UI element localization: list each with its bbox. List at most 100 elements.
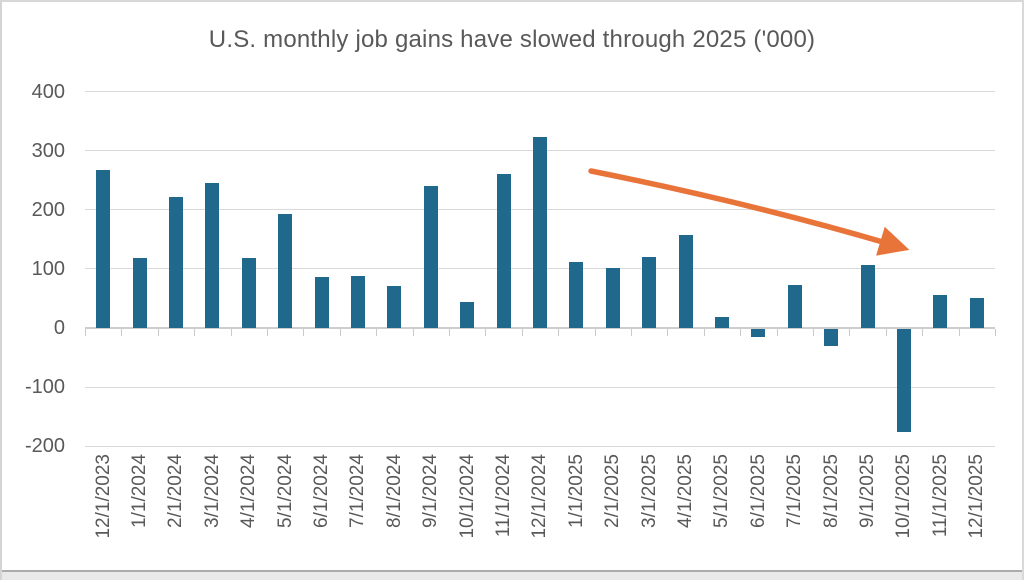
x-axis-label-11/1/2025: 11/1/2025 [922,454,958,537]
bar-9/1/2025 [860,264,875,328]
page-bottom-divider [2,570,1022,580]
gridline-400 [85,91,995,93]
x-axis-label-text: 12/1/2023 [92,454,114,539]
axis-tick [194,329,196,336]
x-axis-label-text: 6/1/2024 [311,454,333,528]
bar-5/1/2025 [715,316,729,328]
x-axis-label-5/1/2024: 5/1/2024 [267,454,303,528]
axis-tick [121,329,123,336]
axis-tick [958,329,960,336]
gridline-0 [85,327,995,329]
x-axis-label-text: 12/1/2024 [529,454,551,539]
x-axis-label-text: 9/1/2025 [857,454,879,528]
axis-tick [703,329,705,336]
x-axis-label-text: 11/1/2025 [929,454,951,538]
chart-title: U.S. monthly job gains have slowed throu… [208,26,816,53]
x-axis-label-text: 2/1/2025 [602,454,624,528]
axis-tick [995,329,996,336]
x-axis-label-text: 10/1/2024 [456,454,478,539]
axis-tick [449,329,450,336]
axis-tick [667,329,669,336]
x-axis-label-text: 1/1/2025 [565,454,587,528]
x-axis-label-12/1/2023: 12/1/2023 [85,454,121,539]
y-axis-label-0: 0 [53,317,65,339]
axis-tick [558,329,560,336]
x-axis-label-9/1/2024: 9/1/2024 [413,454,449,528]
axis-tick [776,329,778,336]
bar-11/1/2025 [933,294,948,328]
bar-5/1/2024 [278,213,293,328]
bar-9/1/2024 [423,186,438,328]
axis-tick [521,329,523,336]
bar-6/1/2025 [751,329,766,337]
y-axis-label-100: 100 [31,257,65,280]
y-axis-label--200: -200 [24,435,65,458]
x-axis-label-3/1/2024: 3/1/2024 [194,454,230,528]
axis-tick [303,329,305,336]
x-axis-label-text: 12/1/2025 [966,454,988,539]
bar-1/1/2025 [569,262,584,328]
y-axis-label-300: 300 [31,139,65,162]
x-axis-label-8/1/2024: 8/1/2024 [376,454,412,528]
bar-12/1/2024 [533,137,547,328]
x-axis-label-text: 4/1/2024 [238,454,260,528]
x-axis-label-3/1/2025: 3/1/2025 [631,454,667,528]
x-axis-label-text: 9/1/2024 [420,454,442,528]
x-axis-label-4/1/2024: 4/1/2024 [231,454,267,528]
axis-tick [485,329,487,336]
axis-tick [594,329,596,336]
gridline--100 [85,386,995,388]
x-axis-label-text: 10/1/2025 [893,454,915,539]
x-axis-label-10/1/2024: 10/1/2024 [449,454,485,539]
x-axis-label-1/1/2025: 1/1/2025 [558,454,594,528]
x-axis-label-9/1/2025: 9/1/2025 [849,454,885,528]
bar-6/1/2024 [314,276,329,328]
axis-tick [157,329,159,336]
x-axis-label-6/1/2024: 6/1/2024 [303,454,339,528]
x-axis-label-12/1/2024: 12/1/2024 [522,454,558,539]
axis-tick [922,329,924,336]
axis-tick [885,329,887,336]
x-axis-label-text: 5/1/2025 [711,454,733,528]
x-axis-label-5/1/2025: 5/1/2025 [704,454,740,528]
x-axis-label-text: 7/1/2025 [784,454,806,528]
bar-7/1/2025 [787,285,802,328]
y-axis-label--100: -100 [24,376,65,399]
axis-tick [813,329,814,336]
axis-tick [849,329,851,336]
x-axis-label-text: 8/1/2025 [820,454,842,528]
bar-11/1/2024 [496,173,511,328]
bar-12/1/2025 [969,298,984,328]
x-axis-label-text: 11/1/2024 [493,454,515,538]
bar-7/1/2024 [351,275,365,328]
axis-tick [339,329,341,336]
axis-tick [376,329,378,336]
axis-tick [230,329,232,336]
bar-1/1/2024 [132,257,147,328]
x-axis-label-text: 1/1/2024 [129,454,151,528]
bar-4/1/2024 [241,258,256,328]
axis-tick [267,329,268,336]
bar-2/1/2025 [605,267,620,328]
x-axis-label-7/1/2025: 7/1/2025 [777,454,813,528]
bar-2/1/2024 [169,196,183,328]
bar-3/1/2024 [205,182,220,328]
bar-10/1/2024 [460,301,475,328]
bar-10/1/2025 [897,329,911,433]
x-axis-label-10/1/2025: 10/1/2025 [886,454,922,539]
x-axis-label-11/1/2024: 11/1/2024 [485,454,521,537]
x-axis-label-4/1/2025: 4/1/2025 [667,454,703,528]
x-axis-label-8/1/2025: 8/1/2025 [813,454,849,528]
bar-8/1/2025 [824,329,839,346]
x-axis-label-text: 3/1/2025 [638,454,660,528]
x-axis-label-text: 4/1/2025 [675,454,697,528]
bar-12/1/2023 [96,169,111,328]
y-axis-label-400: 400 [31,80,65,103]
axis-tick [740,329,742,336]
bar-4/1/2025 [678,234,693,328]
axis-tick [85,329,86,336]
bar-8/1/2024 [387,286,402,328]
x-axis-label-text: 7/1/2024 [347,454,369,528]
bar-3/1/2025 [642,257,657,328]
